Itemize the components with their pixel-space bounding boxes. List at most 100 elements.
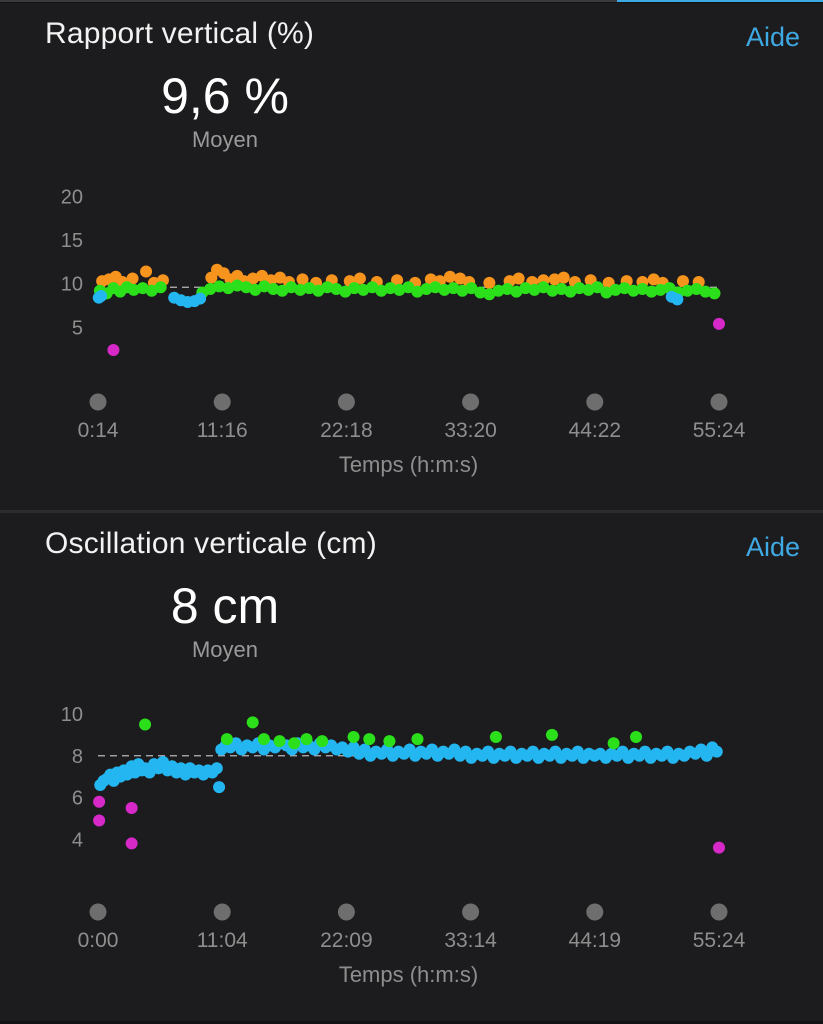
data-point-green xyxy=(347,731,360,743)
data-point-green xyxy=(257,733,270,746)
x-tick-label: 0:00 xyxy=(78,929,119,952)
data-point-green xyxy=(600,286,613,299)
data-point-blue xyxy=(95,289,108,302)
data-point-orange xyxy=(126,272,139,285)
top-progress-bar xyxy=(0,0,823,2)
x-tick-label: 33:14 xyxy=(444,929,497,952)
data-point-orange xyxy=(443,270,456,283)
x-tick-dot xyxy=(213,393,231,411)
data-point-orange xyxy=(676,275,689,288)
data-point-green xyxy=(607,737,620,750)
data-point-green xyxy=(510,285,523,298)
data-point-green xyxy=(483,288,496,301)
data-point-green xyxy=(573,282,586,295)
data-point-green xyxy=(474,286,487,299)
x-tick-dot xyxy=(89,393,107,411)
y-tick-label: 10 xyxy=(61,704,83,726)
data-point-orange xyxy=(140,265,153,278)
data-point-green xyxy=(300,733,313,746)
data-point-green xyxy=(249,283,262,296)
data-point-green xyxy=(546,284,559,297)
y-tick-label: 10 xyxy=(61,274,83,296)
x-axis-label: Temps (h:m:s) xyxy=(339,452,478,477)
data-point-green xyxy=(222,282,235,295)
x-tick-dot xyxy=(89,903,107,921)
data-point-green xyxy=(618,282,631,295)
x-tick-label: 11:16 xyxy=(197,419,248,442)
y-tick-label: 8 xyxy=(72,746,83,768)
data-point-blue xyxy=(710,745,723,758)
data-point-green xyxy=(411,733,424,746)
data-point-green xyxy=(681,284,694,297)
data-point-green xyxy=(375,284,388,297)
help-link[interactable]: Aide xyxy=(745,532,800,562)
data-point-orange xyxy=(512,272,525,285)
x-tick-label: 0:14 xyxy=(78,419,119,442)
data-point-purple xyxy=(107,344,120,357)
x-tick-dot xyxy=(586,903,604,921)
x-tick-dot xyxy=(462,393,480,411)
x-tick-dot xyxy=(710,903,728,921)
x-tick-dot xyxy=(213,903,231,921)
x-tick-dot xyxy=(462,903,480,921)
x-tick-label: 44:19 xyxy=(569,929,622,952)
data-point-green xyxy=(321,281,334,294)
data-point-green xyxy=(699,285,712,298)
data-point-green xyxy=(357,283,370,296)
data-point-purple xyxy=(125,801,138,814)
data-point-green xyxy=(393,283,406,296)
data-point-orange xyxy=(353,272,366,285)
data-point-purple xyxy=(93,814,106,827)
data-point-green xyxy=(220,733,233,746)
data-point-green xyxy=(690,282,703,295)
data-point-green xyxy=(654,283,667,296)
data-point-green xyxy=(273,735,286,748)
data-point-green xyxy=(258,280,271,293)
data-point-green xyxy=(627,284,640,297)
data-point-green xyxy=(420,282,433,295)
data-point-green xyxy=(519,282,532,295)
data-point-purple xyxy=(93,795,106,808)
data-point-purple xyxy=(125,837,138,850)
data-point-green xyxy=(708,287,721,300)
data-point-green xyxy=(545,728,558,741)
data-point-green xyxy=(154,281,167,294)
data-point-green xyxy=(447,282,460,295)
data-point-blue xyxy=(194,292,207,305)
data-point-green xyxy=(294,283,307,296)
data-point-green xyxy=(591,281,604,294)
data-point-green xyxy=(339,285,352,298)
data-point-green xyxy=(204,282,217,295)
data-point-green xyxy=(555,282,568,295)
data-point-blue xyxy=(671,293,684,306)
data-point-green xyxy=(492,284,505,297)
data-point-orange xyxy=(483,276,496,289)
data-point-green xyxy=(330,282,343,295)
panel-divider xyxy=(0,510,823,513)
x-tick-label: 33:20 xyxy=(444,419,497,442)
data-point-green xyxy=(240,281,253,294)
y-tick-label: 4 xyxy=(72,829,83,851)
x-tick-dot xyxy=(586,393,604,411)
data-point-green xyxy=(636,282,649,295)
data-point-green xyxy=(564,285,577,298)
data-point-green xyxy=(645,285,658,298)
data-point-orange xyxy=(256,269,269,282)
x-tick-label: 55:24 xyxy=(693,419,746,442)
x-tick-label: 11:04 xyxy=(197,929,248,952)
data-point-green xyxy=(489,731,502,743)
average-label: Moyen xyxy=(191,127,259,152)
data-point-green xyxy=(363,733,376,746)
panel-vertical-oscillation: Oscillation verticale (cm) Aide 8 cm Moy… xyxy=(0,513,823,1021)
vertical-ratio-chart: 5 10 15 20 0:14 11:16 22:18 33:20 44:22 55:24 Temp… xyxy=(61,186,746,477)
data-point-green xyxy=(537,281,550,294)
data-point-green xyxy=(276,284,289,297)
x-tick-dot xyxy=(337,393,355,411)
help-link[interactable]: Aide xyxy=(745,22,800,52)
data-point-green xyxy=(366,281,379,294)
data-point-green xyxy=(630,731,643,743)
data-point-green xyxy=(145,284,158,297)
panel-title: Rapport vertical (%) xyxy=(45,17,315,50)
data-point-purple xyxy=(713,841,725,854)
data-point-green xyxy=(384,282,397,295)
